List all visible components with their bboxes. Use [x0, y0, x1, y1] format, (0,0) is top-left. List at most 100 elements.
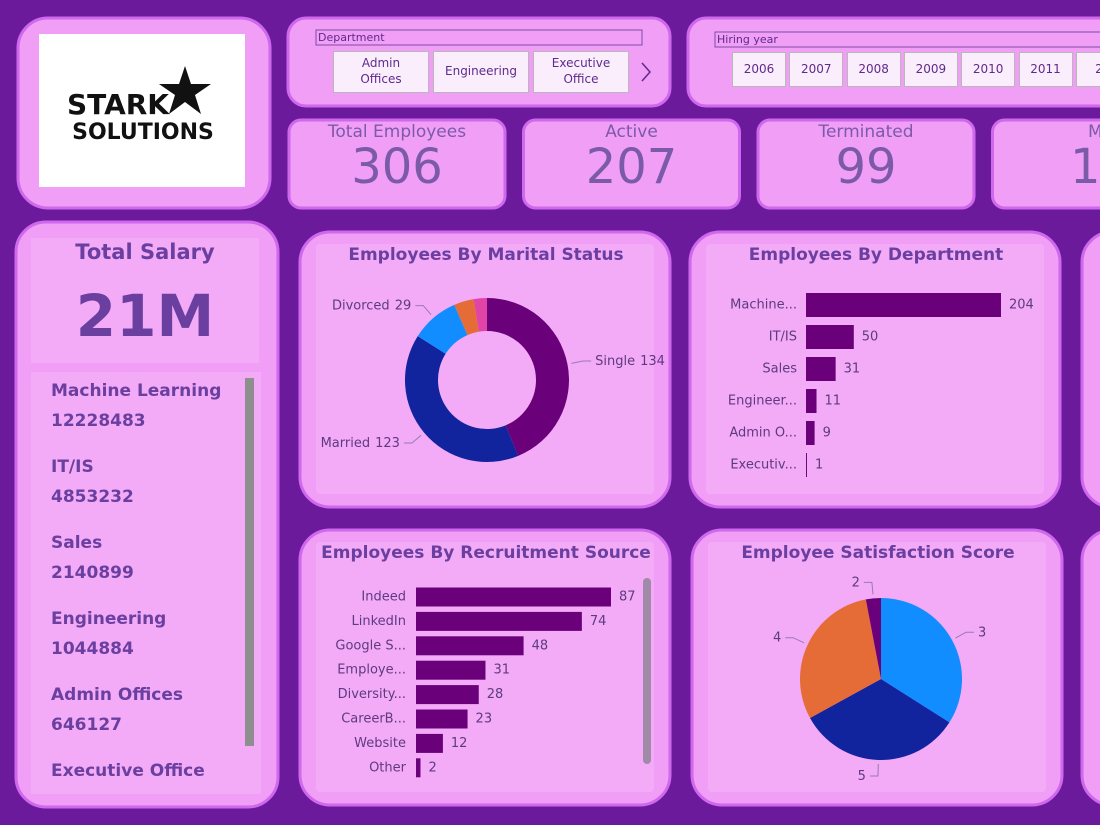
slice-category: 2: [852, 575, 860, 590]
bar: [806, 357, 836, 381]
chart-title: Employees By Department: [749, 245, 1003, 265]
partial-card: [1080, 232, 1100, 507]
slicer-header: [315, 29, 643, 46]
leader-line: [415, 305, 432, 316]
salary-department: Machine Learning: [51, 381, 221, 401]
slicer-button[interactable]: Engineering: [433, 51, 529, 93]
bar-value: 74: [590, 614, 607, 629]
slicer-button[interactable]: 2009: [903, 52, 958, 87]
bar-category: CareerB...: [341, 712, 406, 727]
salary-value: 4853232: [51, 487, 134, 507]
slice-value: 134: [640, 354, 665, 369]
kpi-card: [756, 118, 976, 210]
leader-line: [869, 763, 879, 777]
kpi-value: 306: [351, 139, 443, 195]
bar-value: 50: [862, 330, 879, 345]
slice-value: 123: [375, 435, 400, 450]
leader-line: [571, 360, 592, 364]
bar-category: Machine...: [730, 298, 797, 313]
slicer-button[interactable]: 20: [1075, 52, 1100, 87]
pie-slice: [473, 298, 487, 332]
salary-department: Executive Office: [51, 761, 205, 781]
slicer-button[interactable]: 2006: [732, 52, 786, 87]
bar-category: Admin O...: [729, 426, 797, 441]
slice-category: Married: [321, 435, 371, 450]
bar-category: LinkedIn: [352, 614, 406, 629]
slice-label: Divorced 29: [332, 298, 411, 313]
kpi-value: 13: [1070, 139, 1100, 195]
salary-department: Sales: [51, 533, 102, 553]
bar-value: 28: [487, 687, 504, 702]
scrollbar[interactable]: [643, 578, 651, 764]
bar: [416, 709, 468, 729]
bar-category: Indeed: [361, 590, 406, 605]
salary-total: 21M: [76, 282, 214, 350]
slicer-button[interactable]: 2007: [789, 52, 844, 87]
bar-category: Google S...: [335, 638, 406, 653]
slicer-button[interactable]: Admin Offices: [333, 51, 429, 93]
salary-value: 12228483: [51, 411, 146, 431]
partial-card: [1080, 530, 1100, 805]
slicer-button[interactable]: Executive Office: [533, 51, 629, 93]
bar-category: IT/IS: [769, 330, 797, 345]
logo-star: [159, 66, 211, 114]
slicer-header: [714, 31, 1100, 48]
chart-panel: [316, 244, 654, 494]
pie-slice: [800, 599, 881, 719]
slice-value: 29: [395, 298, 412, 313]
salary-value: 1044884: [51, 639, 134, 659]
bar: [416, 685, 479, 705]
bar-category: Website: [354, 736, 406, 751]
kpi-card: [991, 118, 1100, 210]
bar-value: 204: [1009, 298, 1034, 313]
slice-category: 5: [858, 768, 866, 783]
slice-label: 3: [978, 625, 986, 640]
slice-label: 2: [852, 575, 860, 590]
bar: [416, 758, 421, 778]
bar: [806, 389, 817, 413]
leader-line: [403, 434, 422, 444]
slicer-button[interactable]: 2011: [1018, 52, 1073, 87]
bar: [806, 421, 815, 445]
salary-title: Total Salary: [75, 240, 215, 264]
bar-category: Other: [369, 760, 407, 775]
bar-category: Diversity...: [338, 687, 406, 702]
bar: [806, 453, 807, 477]
bar-value: 2: [428, 760, 436, 775]
slice-label: Single 134: [595, 354, 665, 369]
bar: [416, 636, 524, 656]
salary-department: IT/IS: [51, 457, 94, 477]
leader-line: [955, 631, 975, 639]
bar: [806, 293, 1001, 317]
bar-category: Employe...: [337, 663, 406, 678]
kpi-value: 207: [586, 139, 678, 195]
bar: [416, 660, 486, 680]
slicer-button[interactable]: 2008: [846, 52, 901, 87]
bar: [806, 325, 854, 349]
kpi-card: [522, 118, 741, 210]
slicer-button[interactable]: 2010: [961, 52, 1016, 87]
pie-slice: [404, 336, 519, 462]
kpi-label: Ma: [1088, 122, 1100, 142]
chart-panel: [706, 244, 1044, 494]
leader-line: [863, 581, 874, 595]
slice-category: 4: [773, 630, 781, 645]
bar-category: Executiv...: [730, 458, 797, 473]
slice-category: Divorced: [332, 298, 390, 313]
bar-value: 11: [825, 394, 842, 409]
salary-total-panel: [31, 238, 259, 363]
bar-value: 31: [844, 362, 861, 377]
pie-slice: [881, 598, 962, 723]
bar-value: 48: [532, 638, 549, 653]
logo-box: [39, 34, 245, 187]
slice-category: Single: [595, 354, 635, 369]
scrollbar[interactable]: [245, 378, 254, 746]
pie-slice: [487, 298, 569, 456]
bar-value: 9: [823, 426, 831, 441]
kpi-label: Terminated: [817, 122, 913, 142]
slicer-arrow[interactable]: [641, 62, 652, 82]
leader-line: [785, 637, 805, 644]
pie-slice: [865, 598, 881, 679]
kpi-value: 99: [835, 139, 896, 195]
